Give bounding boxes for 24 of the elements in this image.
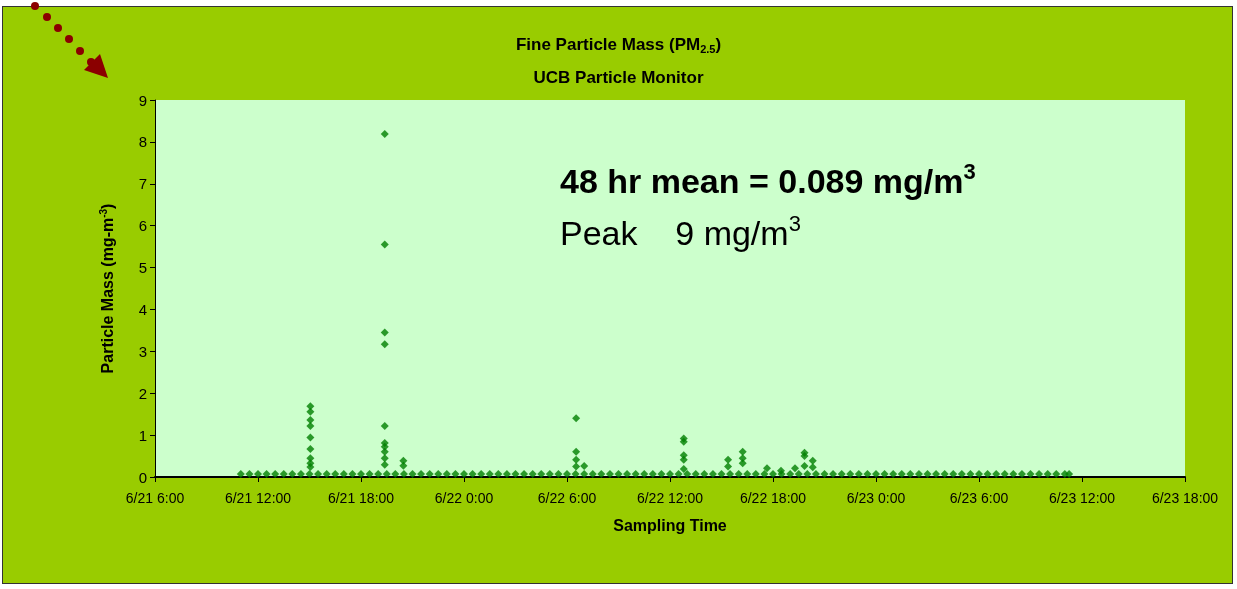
x-tick-label: 6/21 12:00 xyxy=(224,490,292,506)
y-tick-label: 2 xyxy=(138,384,147,402)
y-tick-label: 1 xyxy=(138,426,147,444)
y-tick-label: 8 xyxy=(138,133,147,151)
y-tick-label: 0 xyxy=(138,468,147,486)
y-axis-title: Particle Mass (mg-m-3) xyxy=(97,203,116,374)
x-tick-label: 6/22 6:00 xyxy=(537,490,597,506)
y-tick-label: 6 xyxy=(138,217,147,235)
x-tick-label: 6/21 6:00 xyxy=(125,490,185,506)
x-tick-label: 6/23 12:00 xyxy=(1048,490,1116,506)
chart-subtitle: UCB Particle Monitor xyxy=(533,68,704,87)
x-tick-label: 6/22 12:00 xyxy=(636,490,704,506)
x-tick-label: 6/23 0:00 xyxy=(846,490,906,506)
x-tick-label: 6/22 0:00 xyxy=(434,490,494,506)
x-axis-title: Sampling Time xyxy=(613,516,727,534)
y-tick-label: 3 xyxy=(138,342,147,360)
x-tick-label: 6/21 18:00 xyxy=(327,490,395,506)
y-tick-label: 5 xyxy=(138,259,147,277)
y-tick-label: 4 xyxy=(138,300,147,318)
x-tick-label: 6/23 6:00 xyxy=(949,490,1009,506)
y-tick-label: 9 xyxy=(138,91,147,109)
x-tick-label: 6/23 18:00 xyxy=(1151,490,1219,506)
y-tick-label: 7 xyxy=(138,175,147,193)
x-tick-label: 6/22 18:00 xyxy=(739,490,807,506)
